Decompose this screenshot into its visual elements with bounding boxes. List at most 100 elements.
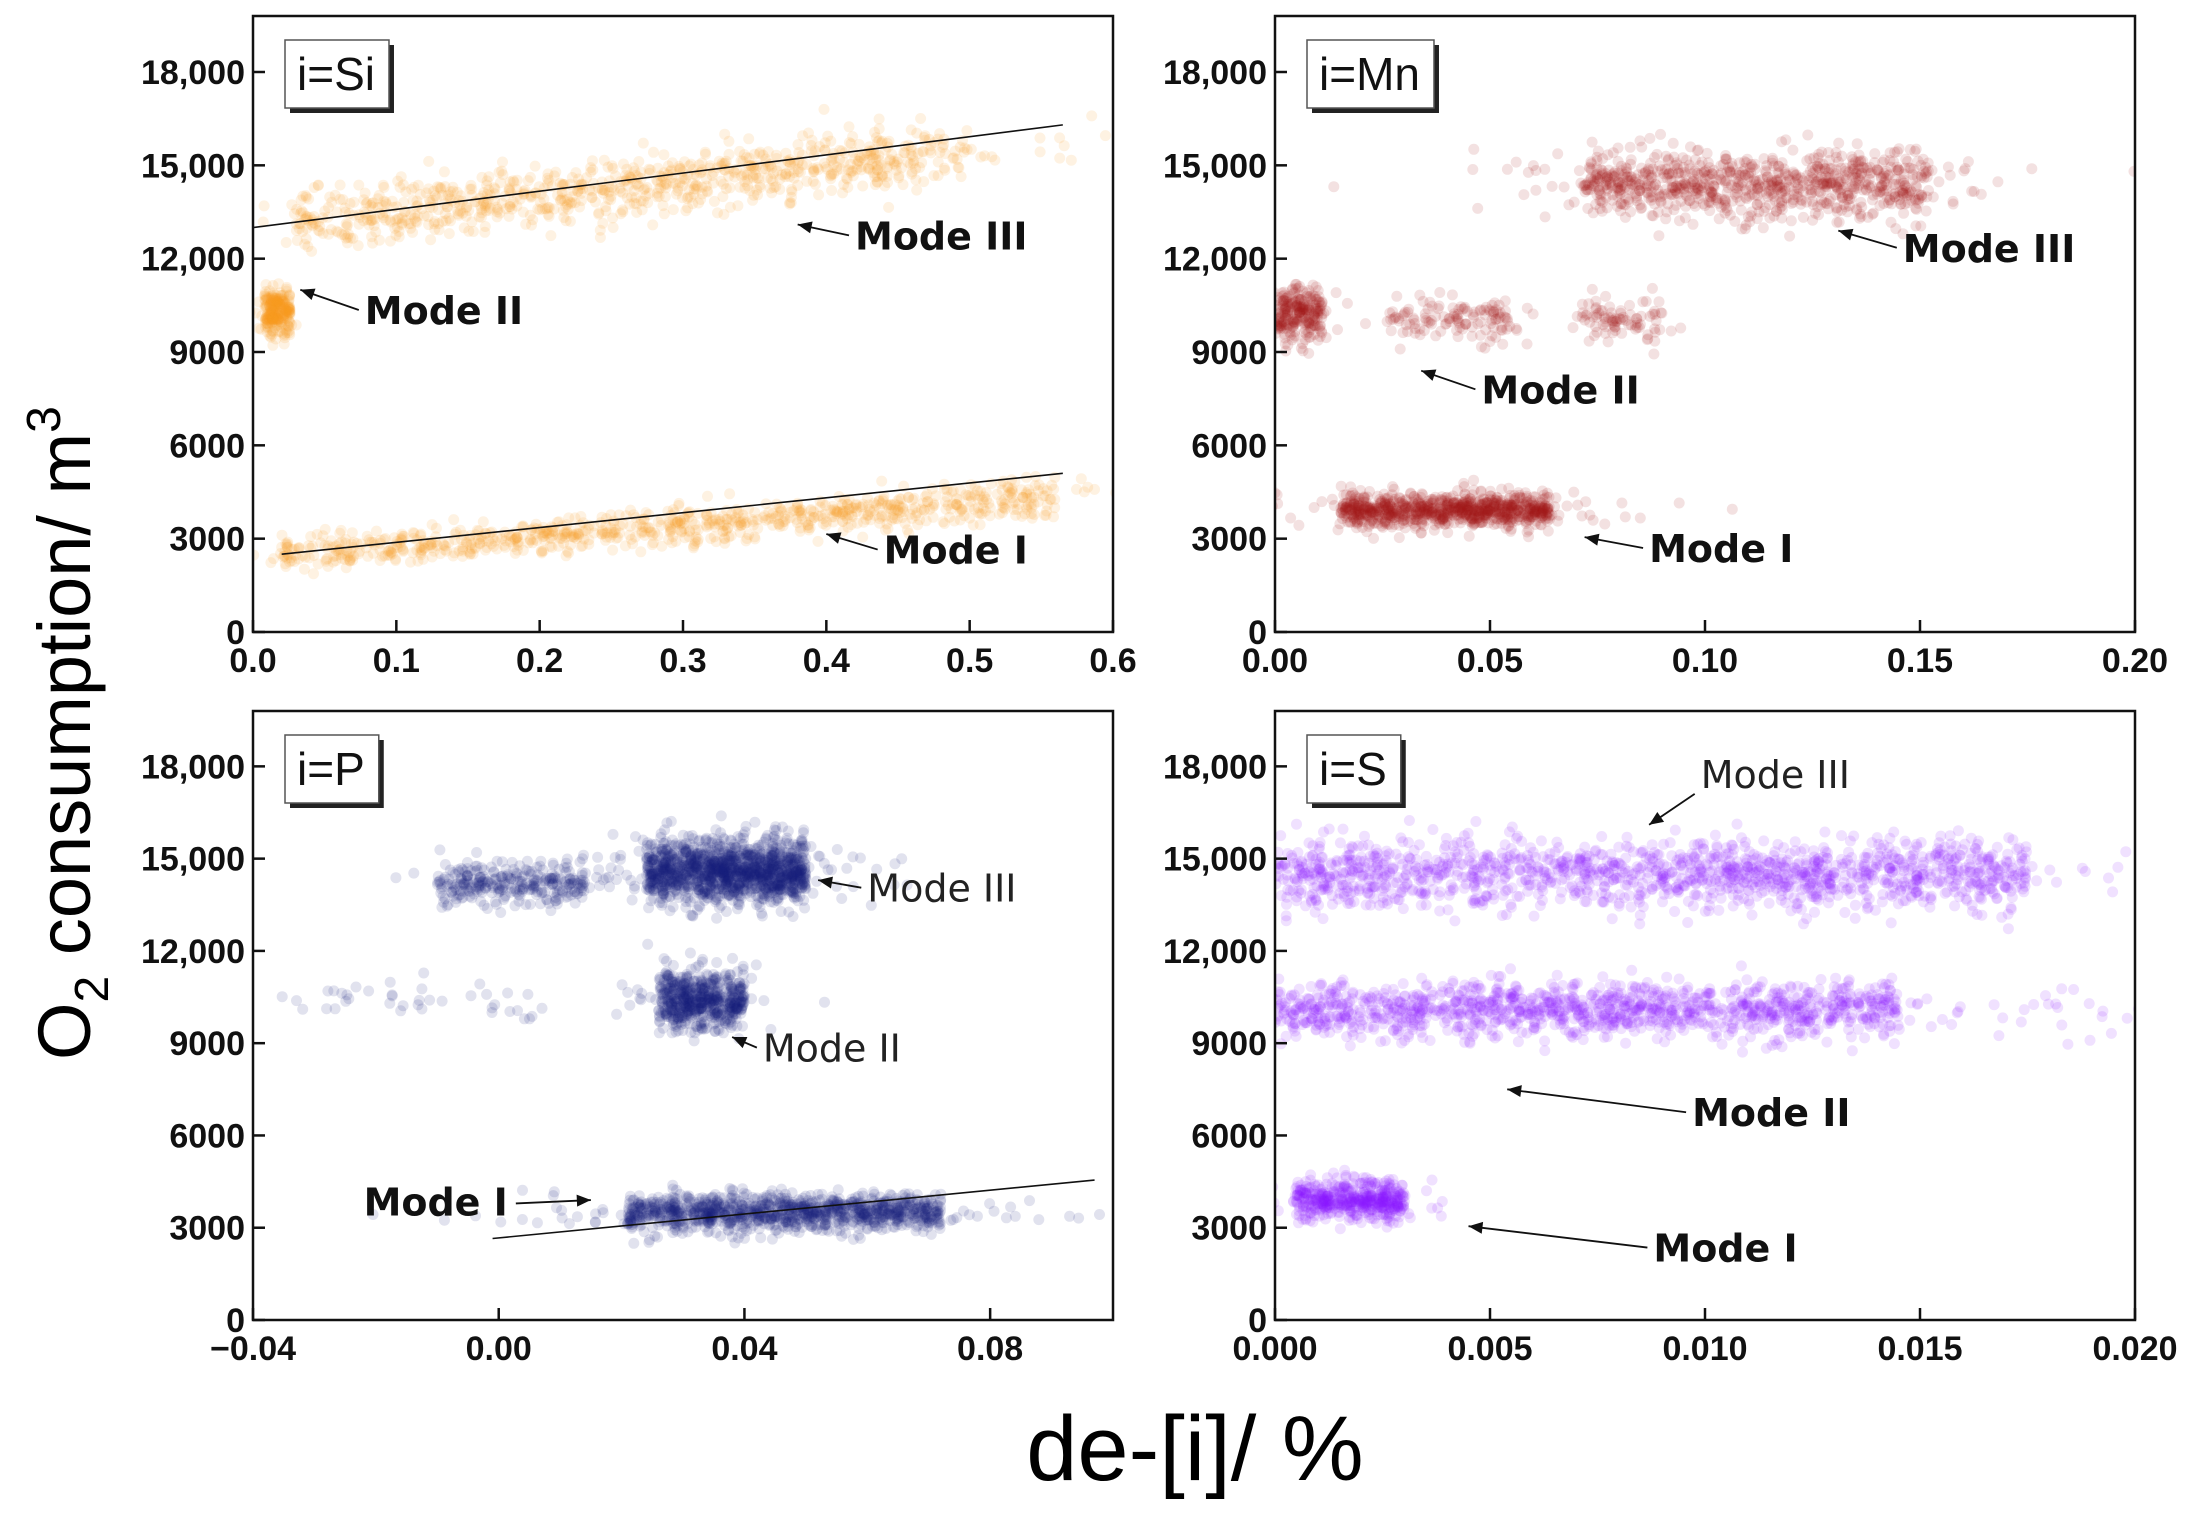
data-point xyxy=(599,528,611,539)
data-point xyxy=(783,502,795,513)
data-point xyxy=(669,517,681,529)
data-point xyxy=(279,306,291,318)
data-point xyxy=(1662,188,1674,200)
data-point xyxy=(1777,185,1789,197)
data-point xyxy=(264,299,276,311)
data-point xyxy=(862,510,874,521)
data-point xyxy=(1170,498,1181,509)
data-point xyxy=(1430,509,1442,521)
data-point xyxy=(914,514,926,526)
data-point xyxy=(1804,165,1816,177)
data-point xyxy=(1668,151,1680,163)
data-point xyxy=(830,505,842,517)
data-point xyxy=(1028,509,1040,520)
data-point xyxy=(870,1204,882,1216)
data-point xyxy=(1501,509,1513,521)
data-point xyxy=(888,1198,900,1210)
data-point xyxy=(1316,327,1328,339)
data-point xyxy=(1536,507,1548,519)
data-point xyxy=(267,339,279,351)
data-point xyxy=(480,205,492,217)
data-point xyxy=(491,543,503,555)
data-point xyxy=(384,549,396,561)
data-point xyxy=(764,1199,776,1211)
data-point xyxy=(1434,513,1446,525)
data-point xyxy=(1797,211,1809,223)
data-point xyxy=(825,504,837,516)
data-point xyxy=(1615,198,1627,210)
data-point xyxy=(1816,178,1828,190)
data-point xyxy=(666,157,678,169)
data-point xyxy=(384,214,396,226)
data-point xyxy=(629,531,641,543)
x-tick-label: 0.6 xyxy=(1089,642,1136,680)
data-point xyxy=(743,133,755,145)
data-point xyxy=(390,214,402,226)
data-point xyxy=(280,305,292,317)
data-point xyxy=(803,127,814,139)
data-point xyxy=(737,516,749,527)
data-point xyxy=(820,519,832,531)
data-point xyxy=(1520,500,1532,512)
data-point xyxy=(767,175,779,187)
data-point xyxy=(1537,502,1549,514)
data-point xyxy=(1419,510,1431,522)
data-point xyxy=(283,308,295,320)
data-point xyxy=(876,475,888,487)
data-point xyxy=(836,509,848,520)
data-point xyxy=(1386,510,1398,522)
data-point xyxy=(656,540,668,552)
data-point xyxy=(1519,487,1531,499)
data-point xyxy=(1348,512,1360,524)
data-point xyxy=(667,177,679,189)
data-point xyxy=(1032,485,1044,497)
data-point xyxy=(1311,294,1323,305)
data-point xyxy=(1430,502,1442,514)
data-point xyxy=(926,1214,938,1226)
annotation-mode-iii: Mode III xyxy=(797,214,1028,258)
data-point xyxy=(1603,173,1615,184)
data-point xyxy=(1525,511,1537,523)
data-point xyxy=(1634,185,1645,197)
data-point xyxy=(902,156,914,168)
data-point xyxy=(1579,186,1591,198)
data-point xyxy=(1364,504,1376,516)
data-point xyxy=(1473,512,1485,524)
data-point xyxy=(756,1210,768,1222)
data-point xyxy=(1600,179,1612,191)
data-point xyxy=(496,165,508,177)
data-point xyxy=(1371,511,1383,523)
data-point xyxy=(312,180,324,191)
data-point xyxy=(475,204,487,216)
data-point xyxy=(1732,180,1744,192)
data-point xyxy=(899,517,911,529)
data-point xyxy=(671,1193,683,1205)
data-point xyxy=(543,527,555,539)
data-point xyxy=(1023,484,1034,496)
data-point xyxy=(646,1193,658,1205)
data-point xyxy=(950,499,962,511)
data-point xyxy=(683,531,695,543)
data-point xyxy=(1488,501,1500,513)
data-point xyxy=(1407,312,1419,324)
data-point xyxy=(1025,498,1037,510)
data-point xyxy=(700,148,711,160)
data-point xyxy=(1353,509,1365,521)
data-point xyxy=(836,1205,848,1217)
data-point xyxy=(741,1188,753,1200)
data-point xyxy=(904,508,916,520)
data-point xyxy=(517,529,529,541)
data-point xyxy=(1791,188,1803,200)
data-point xyxy=(847,170,859,182)
data-point xyxy=(360,198,372,210)
data-point xyxy=(1606,181,1618,193)
data-point xyxy=(1353,492,1365,504)
data-point xyxy=(1405,514,1417,526)
data-point xyxy=(1387,507,1399,519)
data-point xyxy=(1294,280,1306,292)
data-point xyxy=(265,331,277,343)
data-point xyxy=(864,503,875,515)
data-point xyxy=(1753,206,1765,218)
data-point xyxy=(1006,483,1018,495)
data-point xyxy=(1430,330,1442,342)
